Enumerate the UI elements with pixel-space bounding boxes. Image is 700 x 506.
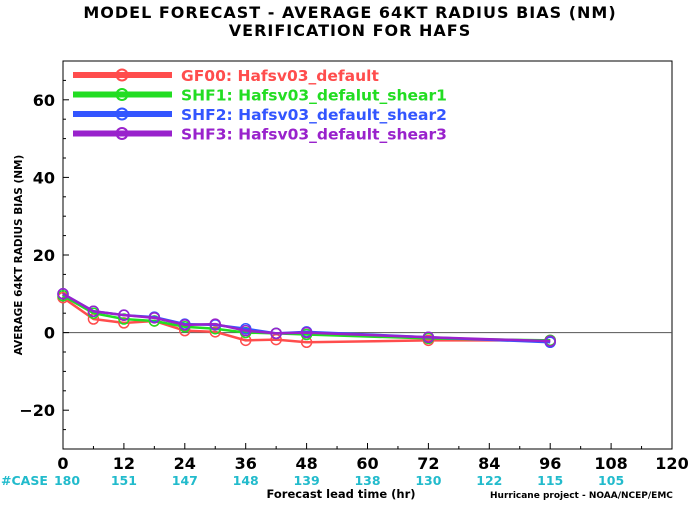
x-tick-label: 36 xyxy=(235,454,257,473)
x-tick-label: 48 xyxy=(295,454,317,473)
data-point xyxy=(239,324,252,337)
data-point xyxy=(544,335,556,347)
data-point xyxy=(57,288,69,300)
x-tick-label: 84 xyxy=(478,454,500,473)
legend-marker xyxy=(115,107,129,121)
y-tick-label: 40 xyxy=(33,168,55,187)
legend-marker xyxy=(115,88,129,101)
legend-marker xyxy=(115,127,129,140)
data-point xyxy=(118,309,130,321)
legend-label: SHF3: Hafsv03_default_shear3 xyxy=(181,126,447,144)
x-tick-label: 60 xyxy=(356,454,378,473)
legend-label: SHF2: Hafsv03_default_shear2 xyxy=(181,106,447,124)
case-count: 130 xyxy=(415,473,441,488)
series-line xyxy=(62,292,551,343)
case-count: 147 xyxy=(172,473,198,488)
data-point xyxy=(209,318,221,330)
data-point xyxy=(148,312,161,324)
case-count-row: #CASE 180 151 147 148 139 138 130 122 115 105 xyxy=(1,473,624,488)
y-axis: −20 0 20 40 60 xyxy=(19,60,69,450)
chart-subtitle: VERIFICATION FOR HAFS xyxy=(228,21,472,40)
legend-label: GF00: Hafsv03_default xyxy=(181,67,379,85)
y-tick-label: 20 xyxy=(33,246,55,265)
case-count: 151 xyxy=(111,473,137,488)
y-axis-label: AVERAGE 64KT RADIUS BIAS (NM) xyxy=(13,155,25,356)
data-point xyxy=(270,327,282,340)
x-tick-label: 0 xyxy=(57,454,68,473)
series-line xyxy=(62,296,551,344)
case-count: 138 xyxy=(354,473,380,488)
x-tick-label: 108 xyxy=(594,454,627,473)
x-tick-label: 96 xyxy=(539,454,561,473)
x-axis: 0 12 24 36 48 60 72 84 96 108 120 xyxy=(57,443,689,473)
series-lines xyxy=(57,288,556,349)
case-count: 139 xyxy=(294,473,320,488)
legend: GF00: Hafsv03_default SHF1: Hafsv03_defal… xyxy=(73,67,447,144)
case-count: 180 xyxy=(54,473,80,488)
y-tick-label: 60 xyxy=(33,91,55,110)
y-tick-label: 0 xyxy=(44,324,55,343)
case-count: 122 xyxy=(476,473,502,488)
legend-label: SHF1: Hafsv03_defalut_shear1 xyxy=(181,87,447,105)
case-label: #CASE xyxy=(1,473,48,488)
legend-marker xyxy=(115,68,129,82)
x-tick-label: 12 xyxy=(113,454,135,473)
x-tick-label: 72 xyxy=(417,454,439,473)
data-point xyxy=(179,319,191,331)
case-count: 105 xyxy=(598,473,624,488)
x-tick-label: 24 xyxy=(174,454,196,473)
x-axis-label: Forecast lead time (hr) xyxy=(266,487,415,501)
chart-title: MODEL FORECAST - AVERAGE 64KT RADIUS BIA… xyxy=(83,3,617,22)
data-point xyxy=(300,326,313,339)
x-tick-label: 120 xyxy=(655,454,688,473)
case-count: 148 xyxy=(233,473,259,488)
data-point xyxy=(422,331,435,344)
data-point xyxy=(87,305,100,318)
case-count: 115 xyxy=(537,473,563,488)
data-point xyxy=(209,326,221,338)
y-tick-label: −20 xyxy=(19,401,55,420)
footnote: Hurricane project - NOAA/NCEP/EMC xyxy=(490,491,673,501)
